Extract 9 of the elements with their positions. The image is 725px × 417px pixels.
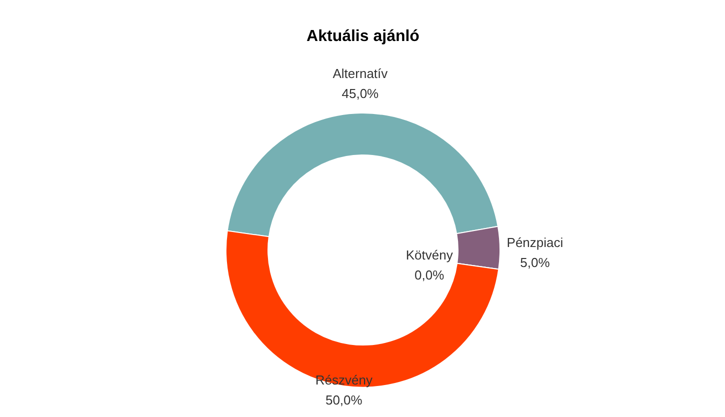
category-label: Kötvény [406,247,453,262]
data-label: 5,0% [520,255,550,270]
slice-label: Alternatív [332,66,388,82]
chart-title: Aktuális ajánló [306,28,420,45]
slice-label: Részvény [315,372,373,388]
data-label: 45,0% [342,86,380,102]
text: 0,0% [414,267,444,282]
data-label: 50,0% [325,392,363,408]
slice-label: Pénzpiaci [506,235,564,250]
